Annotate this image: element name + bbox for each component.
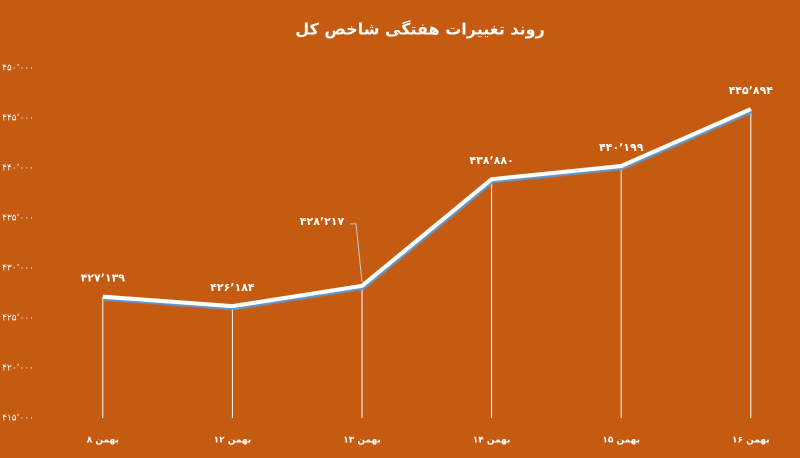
x-tick-label: ۸ بهمن [87, 436, 119, 446]
y-tick-label: ۴۱۵٬۰۰۰ [2, 414, 34, 424]
data-line [102, 107, 752, 309]
y-tick-label: ۴۲۵٬۰۰۰ [2, 314, 34, 324]
y-tick-label: ۴۵۰٬۰۰۰ [2, 64, 34, 74]
y-tick-label: ۴۲۰٬۰۰۰ [2, 364, 34, 374]
x-tick-label: ۱۲ بهمن [214, 436, 252, 446]
y-tick-label: ۴۴۵٬۰۰۰ [2, 114, 34, 124]
data-label: ۴۴۰٬۱۹۹ [599, 141, 644, 154]
x-tick-label: ۱۵ بهمن [602, 436, 640, 446]
x-tick-label: ۱۳ بهمن [343, 436, 381, 446]
data-label: ۴۲۸٬۲۱۷ [300, 215, 345, 228]
y-tick-label: ۴۴۰٬۰۰۰ [2, 164, 34, 174]
data-label: ۴۲۷٬۱۳۹ [81, 272, 126, 285]
data-label: ۴۳۸٬۸۸۰ [469, 154, 513, 167]
x-tick-label: ۱۶ بهمن [732, 436, 770, 446]
leader-line [350, 223, 363, 282]
chart-title: روند تغییرات هفتگی شاخص کل [295, 20, 545, 39]
y-tick-label: ۴۳۵٬۰۰۰ [2, 214, 34, 224]
data-label: ۴۴۵٬۸۹۴ [729, 84, 774, 97]
data-label: ۴۲۶٬۱۸۴ [210, 281, 255, 294]
x-tick-label: ۱۴ بهمن [473, 436, 511, 446]
y-tick-label: ۴۳۰٬۰۰۰ [2, 264, 34, 274]
